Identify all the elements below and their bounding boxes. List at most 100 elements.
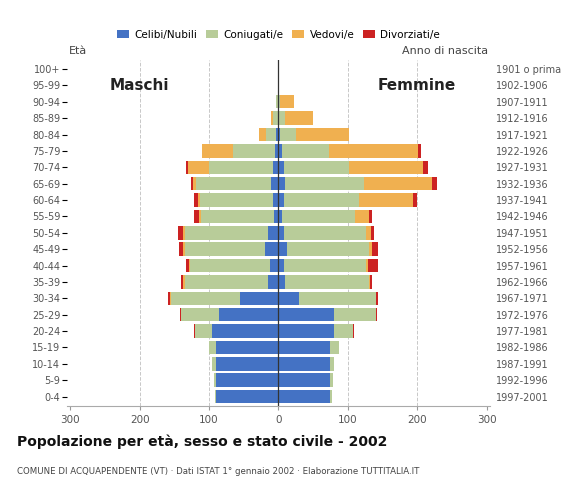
Bar [413, 193, 416, 207]
Bar [278, 308, 334, 322]
Bar [278, 95, 281, 108]
Bar [280, 128, 296, 141]
Text: Anno di nascita: Anno di nascita [402, 46, 488, 56]
Bar [168, 292, 170, 305]
Bar [334, 324, 353, 338]
Bar [364, 177, 432, 191]
Bar [191, 177, 193, 191]
Legend: Celibi/Nubili, Coniugati/e, Vedovi/e, Divorziati/e: Celibi/Nubili, Coniugati/e, Vedovi/e, Di… [113, 25, 444, 44]
Text: Popolazione per età, sesso e stato civile - 2002: Popolazione per età, sesso e stato civil… [17, 434, 388, 449]
Bar [240, 292, 278, 305]
Bar [278, 111, 285, 125]
Bar [331, 373, 332, 387]
Bar [193, 177, 197, 191]
Bar [372, 242, 378, 256]
Bar [278, 292, 299, 305]
Bar [284, 226, 366, 240]
Bar [359, 193, 413, 207]
Bar [200, 210, 201, 223]
Bar [268, 226, 278, 240]
Bar [183, 242, 184, 256]
Bar [299, 292, 376, 305]
Bar [197, 177, 271, 191]
Text: COMUNE DI ACQUAPENDENTE (VT) · Dati ISTAT 1° gennaio 2002 · Elaborazione TUTTITA: COMUNE DI ACQUAPENDENTE (VT) · Dati ISTA… [17, 467, 420, 476]
Bar [212, 357, 216, 371]
Bar [214, 373, 216, 387]
Text: Maschi: Maschi [110, 78, 169, 93]
Bar [259, 128, 266, 141]
Bar [275, 144, 278, 157]
Bar [278, 193, 284, 207]
Bar [186, 161, 188, 174]
Bar [376, 308, 377, 322]
Bar [215, 390, 216, 403]
Bar [418, 144, 422, 157]
Bar [281, 95, 295, 108]
Bar [278, 226, 284, 240]
Bar [212, 324, 278, 338]
Bar [202, 144, 233, 157]
Bar [278, 161, 284, 174]
Bar [278, 275, 285, 288]
Bar [368, 259, 378, 272]
Bar [209, 341, 216, 354]
Bar [349, 161, 423, 174]
Bar [184, 275, 268, 288]
Bar [285, 275, 369, 288]
Bar [170, 292, 171, 305]
Bar [180, 308, 181, 322]
Bar [194, 210, 200, 223]
Bar [278, 210, 282, 223]
Bar [194, 193, 198, 207]
Bar [271, 111, 273, 125]
Bar [278, 177, 285, 191]
Bar [366, 259, 368, 272]
Bar [184, 226, 268, 240]
Bar [334, 308, 376, 322]
Text: Età: Età [69, 46, 87, 56]
Bar [366, 226, 371, 240]
Bar [189, 259, 190, 272]
Bar [273, 111, 278, 125]
Bar [278, 79, 279, 92]
Bar [188, 161, 209, 174]
Bar [183, 275, 184, 288]
Bar [274, 210, 278, 223]
Bar [195, 324, 212, 338]
Bar [266, 128, 276, 141]
Bar [273, 193, 278, 207]
Bar [282, 144, 329, 157]
Bar [179, 226, 183, 240]
Bar [432, 177, 437, 191]
Bar [179, 242, 183, 256]
Bar [331, 341, 339, 354]
Bar [284, 259, 366, 272]
Bar [184, 242, 264, 256]
Bar [353, 324, 354, 338]
Bar [296, 128, 349, 141]
Bar [285, 111, 313, 125]
Bar [284, 193, 359, 207]
Bar [278, 357, 331, 371]
Bar [355, 210, 369, 223]
Bar [423, 161, 428, 174]
Bar [190, 259, 270, 272]
Bar [284, 161, 349, 174]
Bar [376, 292, 378, 305]
Bar [171, 292, 240, 305]
Bar [331, 390, 332, 403]
Bar [278, 128, 280, 141]
Bar [371, 226, 374, 240]
Bar [216, 341, 278, 354]
Bar [331, 357, 334, 371]
Text: Femmine: Femmine [378, 78, 456, 93]
Bar [370, 275, 372, 288]
Bar [181, 275, 183, 288]
Bar [369, 242, 372, 256]
Bar [276, 128, 278, 141]
Bar [282, 210, 355, 223]
Bar [278, 324, 334, 338]
Bar [200, 193, 273, 207]
Bar [233, 144, 275, 157]
Bar [329, 144, 418, 157]
